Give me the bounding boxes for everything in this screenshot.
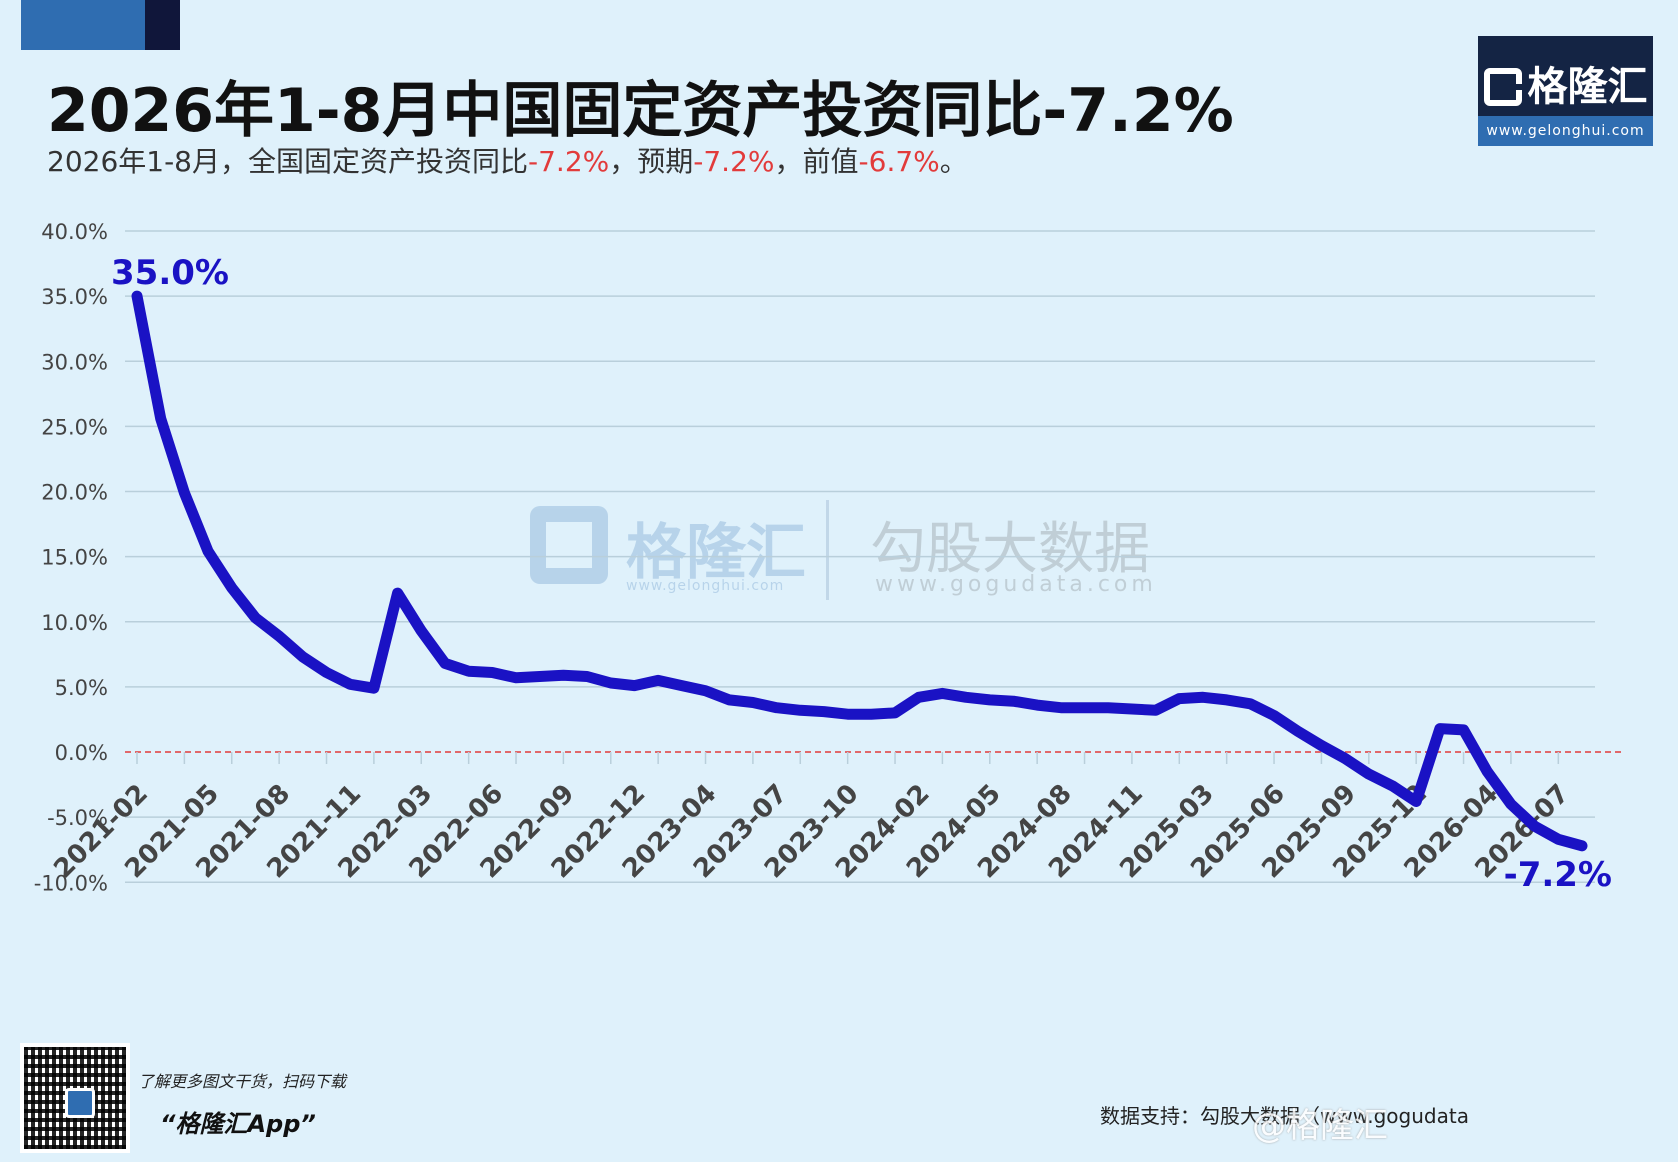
brand-logo: 格隆汇 www.gelonghui.com [1478,36,1653,146]
data-point [1081,704,1088,711]
data-point [773,704,780,711]
line-chart: -10.0% -5.0% 0.0% 5.0% 10.0% 15.0% 20.0% 25.0% 3… [34,220,1622,895]
data-point [702,687,709,694]
data-point [726,696,733,703]
y-tick-label: 25.0% [41,415,108,439]
promo-line-1: 了解更多图文干货，扫码下载 [138,1072,347,1091]
data-point [1365,771,1372,778]
data-point [1223,696,1230,703]
data-point [536,673,543,680]
data-point [892,709,899,716]
data-point [631,682,638,689]
data-point [205,548,212,555]
data-point [1555,836,1562,843]
y-tick-label: -10.0% [34,871,108,895]
header-accent-bar-dark [145,0,180,50]
data-point [1413,798,1420,805]
data-point [1579,842,1585,849]
logo-url: www.gelonghui.com [1478,116,1653,146]
promo-line-2: “格隆汇App” [160,1110,316,1138]
logo-g-icon [1483,68,1522,106]
header-accent-bar [21,0,145,50]
subtitle-expected-value: -7.2% [693,145,775,178]
data-point [1484,768,1491,775]
data-point [418,627,425,634]
subtitle-mid-2: ，前值 [774,145,859,178]
data-point [1294,728,1301,735]
data-point [584,673,591,680]
data-point [134,293,140,300]
data-point [915,694,922,701]
data-point [797,707,804,714]
data-point [844,711,851,718]
subtitle-mid-1: ，预期 [609,145,694,178]
data-label: -7.2% [1504,855,1612,895]
data-point [1389,782,1396,789]
data-point [157,415,164,422]
data-point [820,708,827,715]
data-point [1507,801,1514,808]
y-tick-label: 30.0% [41,350,108,374]
data-point [655,677,662,684]
data-point [181,489,188,496]
data-point [465,668,472,675]
y-tick-label: -5.0% [47,806,108,830]
data-point [513,674,520,681]
y-tick-label: 10.0% [41,611,108,635]
data-point [868,711,875,718]
subtitle-prefix: 2026年1-8月，全国固定资产投资同比 [47,145,528,178]
data-point [1128,706,1135,713]
y-tick-label: 5.0% [55,676,108,700]
data-point [607,679,614,686]
data-point [986,696,993,703]
data-point [560,672,567,679]
page-subtitle: 2026年1-8月，全国固定资产投资同比-7.2%，预期-7.2%，前值-6.7… [47,140,968,180]
data-point [1342,755,1349,762]
data-point [1531,823,1538,830]
data-point [276,633,283,640]
data-point [228,584,235,591]
weibo-watermark: @格隆汇 [1252,1106,1388,1146]
y-tick-label: 15.0% [41,546,108,570]
data-point [1176,695,1183,702]
data-point [1436,725,1443,732]
data-point [749,699,756,706]
y-tick-label: 40.0% [41,220,108,244]
data-point [1460,726,1467,733]
data-point [1010,698,1017,705]
data-point [1271,712,1278,719]
data-point [370,685,377,692]
data-point [1057,704,1064,711]
data-point [299,653,306,660]
data-point [1105,704,1112,711]
data-point [252,614,259,621]
data-point [323,669,330,676]
data-point [347,681,354,688]
logo-name: 格隆汇 [1527,64,1648,110]
subtitle-actual-value: -7.2% [528,145,610,178]
data-point [1247,700,1254,707]
data-point [441,660,448,667]
data-point [939,690,946,697]
data-point [1318,742,1325,749]
subtitle-previous-value: -6.7% [858,145,940,178]
y-tick-label: 20.0% [41,481,108,505]
data-point [1034,702,1041,709]
qr-code[interactable] [20,1043,130,1153]
data-source: 数据支持：勾股大数据（www.gogudata [1100,1104,1469,1128]
data-point [394,590,401,597]
data-point [1152,707,1159,714]
data-label: 35.0% [111,253,229,293]
qr-logo-icon [65,1088,95,1118]
subtitle-end: 。 [939,145,968,178]
data-point [1199,694,1206,701]
y-tick-label: 35.0% [41,285,108,309]
data-point [489,669,496,676]
data-point [963,694,970,701]
series-line [131,290,1588,852]
y-tick-label: 0.0% [55,741,108,765]
data-point [678,682,685,689]
page-title: 2026年1-8月中国固定资产投资同比-7.2% [47,76,1234,146]
